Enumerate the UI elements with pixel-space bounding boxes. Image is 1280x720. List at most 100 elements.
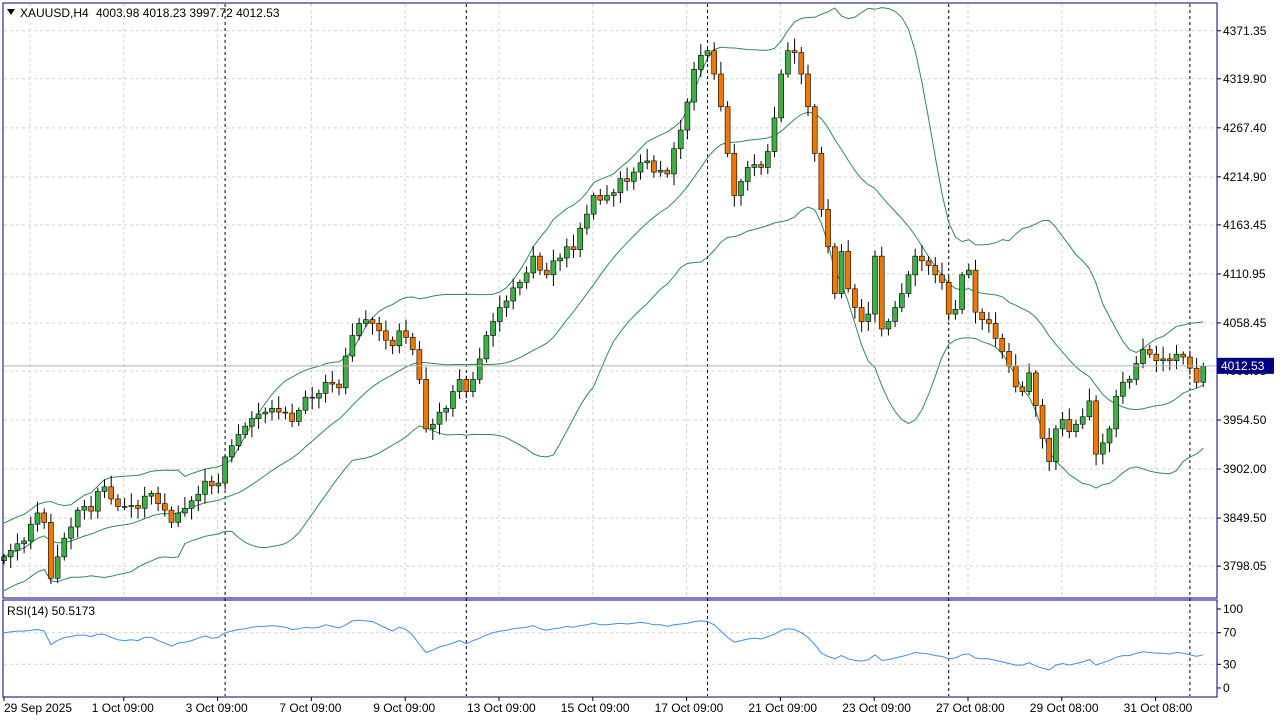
- candle-body: [986, 319, 992, 324]
- candle: [584, 204, 590, 235]
- candle-body: [831, 246, 838, 294]
- candle-body: [34, 512, 41, 525]
- candle: [798, 46, 805, 85]
- candle-body: [945, 281, 952, 315]
- candle: [986, 312, 992, 333]
- candle: [510, 278, 517, 310]
- candle-body: [557, 257, 563, 262]
- candle: [496, 295, 503, 332]
- current-price-tag: 4012.53: [1217, 357, 1274, 374]
- candle: [785, 42, 791, 78]
- candle-body: [825, 209, 831, 248]
- candle-body: [563, 246, 570, 259]
- candle-body: [409, 337, 416, 350]
- candle: [470, 371, 476, 398]
- candle: [1187, 350, 1193, 375]
- candle-body: [510, 287, 517, 302]
- candle: [530, 245, 537, 279]
- candle-body: [1019, 386, 1026, 392]
- candle: [329, 371, 336, 393]
- candle-body: [175, 512, 181, 523]
- candle: [697, 44, 704, 77]
- candle-body: [356, 323, 362, 336]
- candle-body: [282, 411, 289, 414]
- candle-body: [1026, 372, 1032, 392]
- candle: [637, 154, 644, 180]
- candle: [295, 407, 302, 427]
- candle: [604, 185, 610, 204]
- candle-body: [423, 379, 429, 430]
- candle: [188, 496, 195, 520]
- candle-body: [651, 160, 657, 173]
- time-tick-label: 27 Oct 08:00: [936, 701, 1005, 715]
- candle-body: [115, 498, 121, 507]
- candle-body: [1140, 349, 1146, 364]
- candle-body: [1106, 428, 1113, 444]
- candle-body: [215, 482, 222, 487]
- candles[interactable]: [1, 38, 1207, 584]
- candle: [463, 375, 470, 399]
- candle: [282, 406, 289, 420]
- candle-body: [604, 195, 610, 201]
- candle: [724, 101, 731, 158]
- candle: [704, 46, 711, 62]
- candle: [443, 405, 450, 422]
- candle-body: [416, 349, 423, 380]
- candle: [182, 497, 188, 517]
- candle: [68, 517, 74, 550]
- candle: [423, 367, 429, 433]
- candle: [517, 279, 523, 296]
- time-tick-label: 31 Oct 08:00: [1124, 701, 1193, 715]
- candle: [657, 160, 664, 177]
- candle-body: [939, 274, 945, 283]
- candle-body: [1146, 349, 1153, 355]
- time-axis[interactable]: 29 Sep 2025 1 Oct 09:00 3 Oct 09:00 7 Oct 0…: [3, 697, 1193, 715]
- price-tick-label: 4058.45: [1223, 316, 1267, 330]
- candle: [1039, 399, 1046, 449]
- candle: [684, 98, 691, 140]
- candle-body: [108, 486, 114, 500]
- price-tick-label: 4319.90: [1223, 72, 1267, 86]
- candle: [74, 507, 81, 538]
- candle-body: [624, 178, 630, 182]
- candle-body: [396, 330, 403, 347]
- time-tick-label: 15 Oct 09:00: [561, 701, 630, 715]
- bollinger-lower: [3, 206, 1204, 591]
- candle-body: [811, 106, 818, 154]
- time-tick-label: 23 Oct 09:00: [842, 701, 911, 715]
- time-tick-label: 17 Oct 09:00: [655, 701, 724, 715]
- candle-body: [1086, 400, 1093, 418]
- candle-body: [68, 526, 74, 539]
- candle: [101, 479, 108, 499]
- candle-body: [443, 408, 450, 413]
- candle-body: [838, 251, 845, 294]
- candle-body: [1006, 351, 1012, 367]
- candle: [758, 160, 764, 175]
- time-tick-label: 3 Oct 09:00: [186, 701, 248, 715]
- candle: [610, 188, 617, 207]
- candle-body: [912, 255, 919, 276]
- candle-body: [54, 556, 61, 579]
- candle: [1100, 433, 1106, 465]
- candle: [892, 300, 898, 328]
- candle: [429, 418, 436, 441]
- candle-body: [724, 106, 731, 154]
- candle: [342, 347, 349, 395]
- candle-body: [1093, 400, 1099, 455]
- candle: [845, 240, 852, 293]
- candle-body: [202, 480, 208, 495]
- collapse-triangle-icon[interactable]: [7, 9, 15, 15]
- candle-body: [463, 379, 470, 392]
- ohlc-label: 4003.98 4018.23 3997.72 4012.53: [96, 6, 280, 20]
- candle-body: [805, 73, 811, 108]
- candle: [751, 154, 758, 176]
- candle: [570, 234, 577, 259]
- candle: [523, 266, 530, 289]
- candle-body: [269, 408, 275, 413]
- candle-body: [617, 178, 624, 193]
- candle: [1033, 370, 1039, 417]
- candle: [289, 403, 295, 428]
- candle-body: [872, 255, 878, 315]
- candle-body: [1180, 353, 1186, 358]
